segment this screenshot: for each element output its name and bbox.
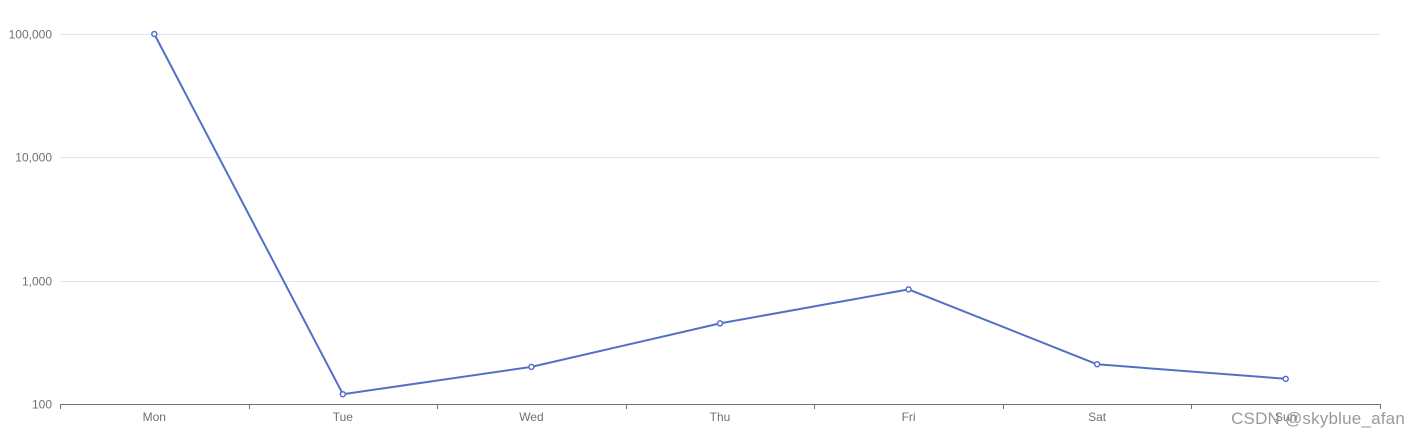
watermark: CSDN @skyblue_afan (1231, 409, 1405, 428)
x-tick-label: Sun (1275, 410, 1296, 424)
y-axis-labels: 100 1,000 10,000 100,000 (9, 28, 53, 412)
x-tick-label: Wed (519, 410, 543, 424)
x-tick-label: Tue (333, 410, 354, 424)
series-line (153, 33, 1286, 396)
data-point (339, 390, 347, 398)
y-tick-label: 100,000 (9, 28, 53, 42)
gridlines (60, 34, 1380, 282)
x-axis (60, 404, 1381, 409)
x-tick-label: Thu (710, 410, 731, 424)
x-tick-label: Sat (1088, 410, 1107, 424)
data-points (151, 30, 1289, 398)
y-tick-label: 1,000 (22, 275, 52, 289)
x-tick-label: Mon (143, 410, 166, 424)
data-point (1093, 361, 1101, 368)
y-tick-label: 10,000 (15, 151, 52, 165)
data-point (905, 286, 912, 293)
y-tick-label: 100 (32, 398, 52, 412)
data-point (1282, 375, 1289, 383)
data-point (151, 30, 158, 38)
x-axis-labels: Mon Tue Wed Thu Fri Sat Sun (143, 410, 1297, 424)
data-point (716, 320, 724, 327)
data-point (528, 363, 535, 371)
series-path (153, 33, 1286, 396)
x-tick-label: Fri (902, 410, 916, 424)
